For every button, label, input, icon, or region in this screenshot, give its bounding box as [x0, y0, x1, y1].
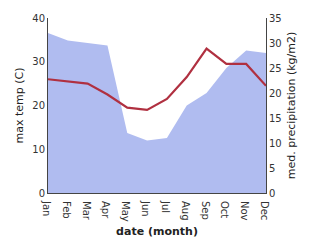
svg-text:Mar: Mar: [81, 201, 92, 221]
svg-text:Oct: Oct: [219, 201, 230, 218]
svg-text:Jun: Jun: [140, 200, 151, 217]
svg-text:Jul: Jul: [160, 200, 171, 213]
svg-text:20: 20: [32, 100, 45, 111]
svg-text:0: 0: [39, 188, 45, 199]
svg-text:Sep: Sep: [200, 201, 211, 220]
svg-text:Apr: Apr: [100, 201, 111, 219]
svg-text:10: 10: [269, 138, 282, 149]
svg-text:30: 30: [32, 56, 45, 67]
svg-text:Jan: Jan: [41, 200, 52, 216]
svg-text:0: 0: [269, 188, 275, 199]
svg-text:May: May: [120, 201, 131, 222]
svg-text:15: 15: [269, 113, 282, 124]
svg-text:25: 25: [269, 63, 282, 74]
svg-text:max temp (C): max temp (C): [13, 67, 26, 143]
svg-text:date (month): date (month): [116, 225, 198, 238]
svg-text:30: 30: [269, 38, 282, 49]
svg-text:5: 5: [269, 163, 275, 174]
svg-text:Feb: Feb: [61, 201, 72, 219]
svg-text:Nov: Nov: [239, 201, 250, 221]
svg-text:med. precipitation (kg/m2): med. precipitation (kg/m2): [285, 32, 298, 180]
svg-text:10: 10: [32, 144, 45, 155]
svg-text:Dec: Dec: [259, 201, 270, 220]
svg-text:20: 20: [269, 88, 282, 99]
svg-text:40: 40: [32, 13, 45, 24]
svg-text:Aug: Aug: [180, 201, 191, 221]
svg-text:35: 35: [269, 13, 282, 24]
